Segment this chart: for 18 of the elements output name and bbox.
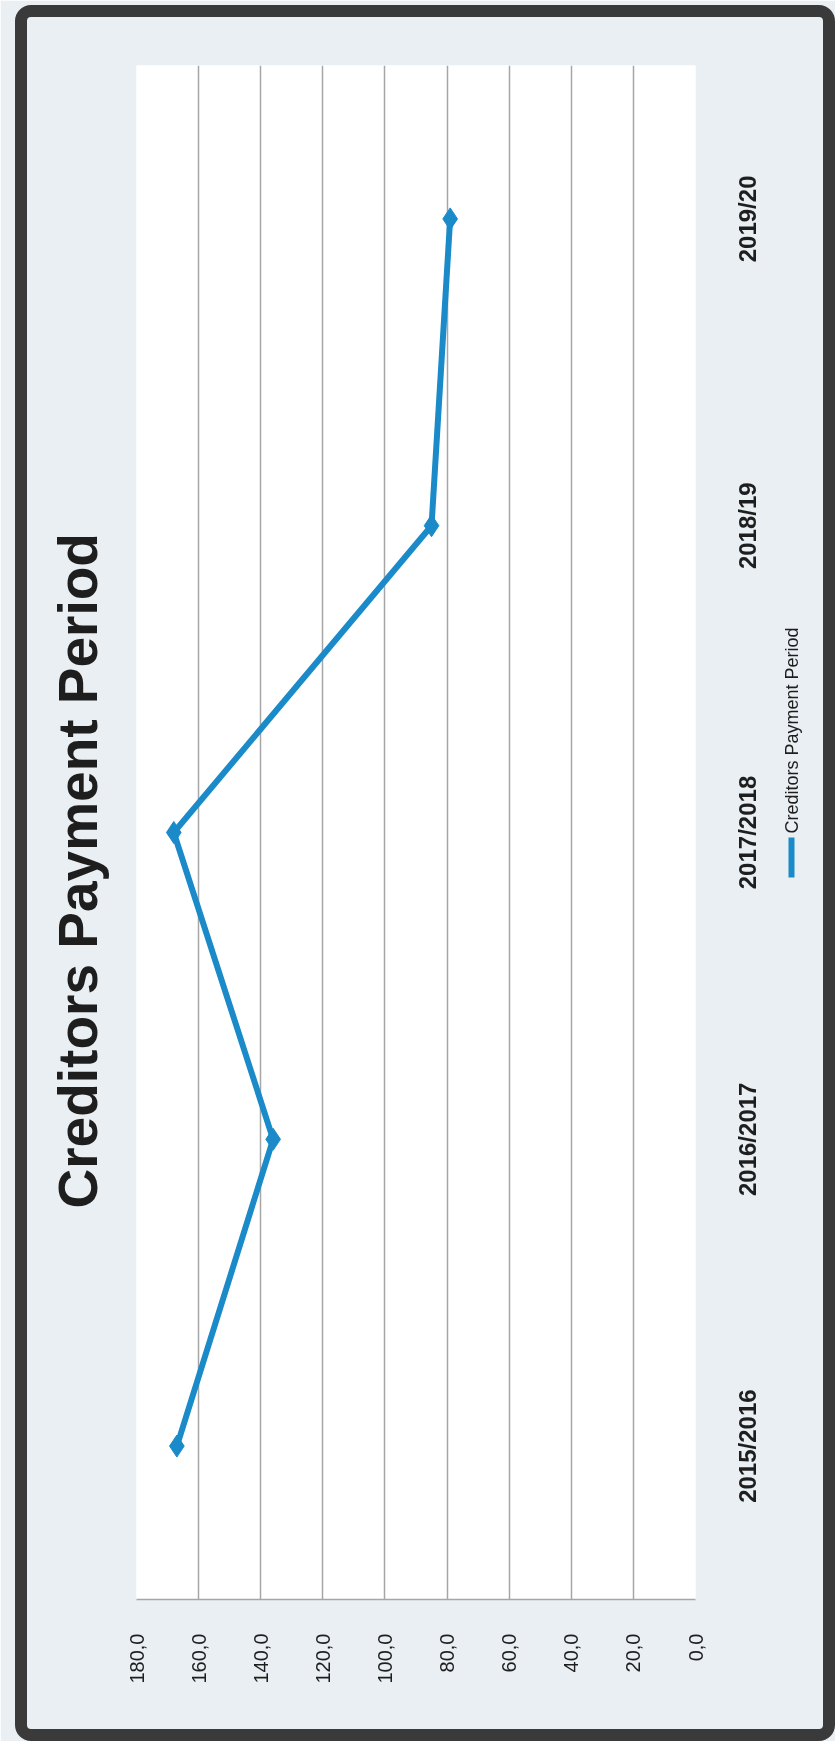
x-tick-label: 120,0	[311, 1633, 334, 1684]
x-tick-label: 20,0	[622, 1633, 645, 1673]
y-tick-label: 2015/2016	[734, 1389, 761, 1503]
x-tick-label: 100,0	[373, 1633, 396, 1684]
x-tick-label: 140,0	[249, 1633, 272, 1684]
x-tick-label: 180,0	[125, 1633, 148, 1684]
y-tick-label: 2016/2017	[734, 1082, 761, 1197]
point	[165, 821, 182, 844]
x-tick-label: 0,0	[684, 1633, 707, 1662]
x-tick-label: 160,0	[187, 1633, 210, 1684]
y-tick-label: 2018/19	[734, 482, 761, 570]
text: Creditors Payment Period	[46, 533, 109, 1209]
x-tick-label: 80,0	[436, 1633, 459, 1673]
y-tick-label: 2017/2018	[734, 775, 761, 890]
x-tick-label: 60,0	[498, 1633, 521, 1673]
x-tick-label: 40,0	[560, 1633, 583, 1673]
y-tick-label: 2019/20	[734, 175, 761, 263]
text: Creditors Payment Period	[781, 627, 802, 834]
